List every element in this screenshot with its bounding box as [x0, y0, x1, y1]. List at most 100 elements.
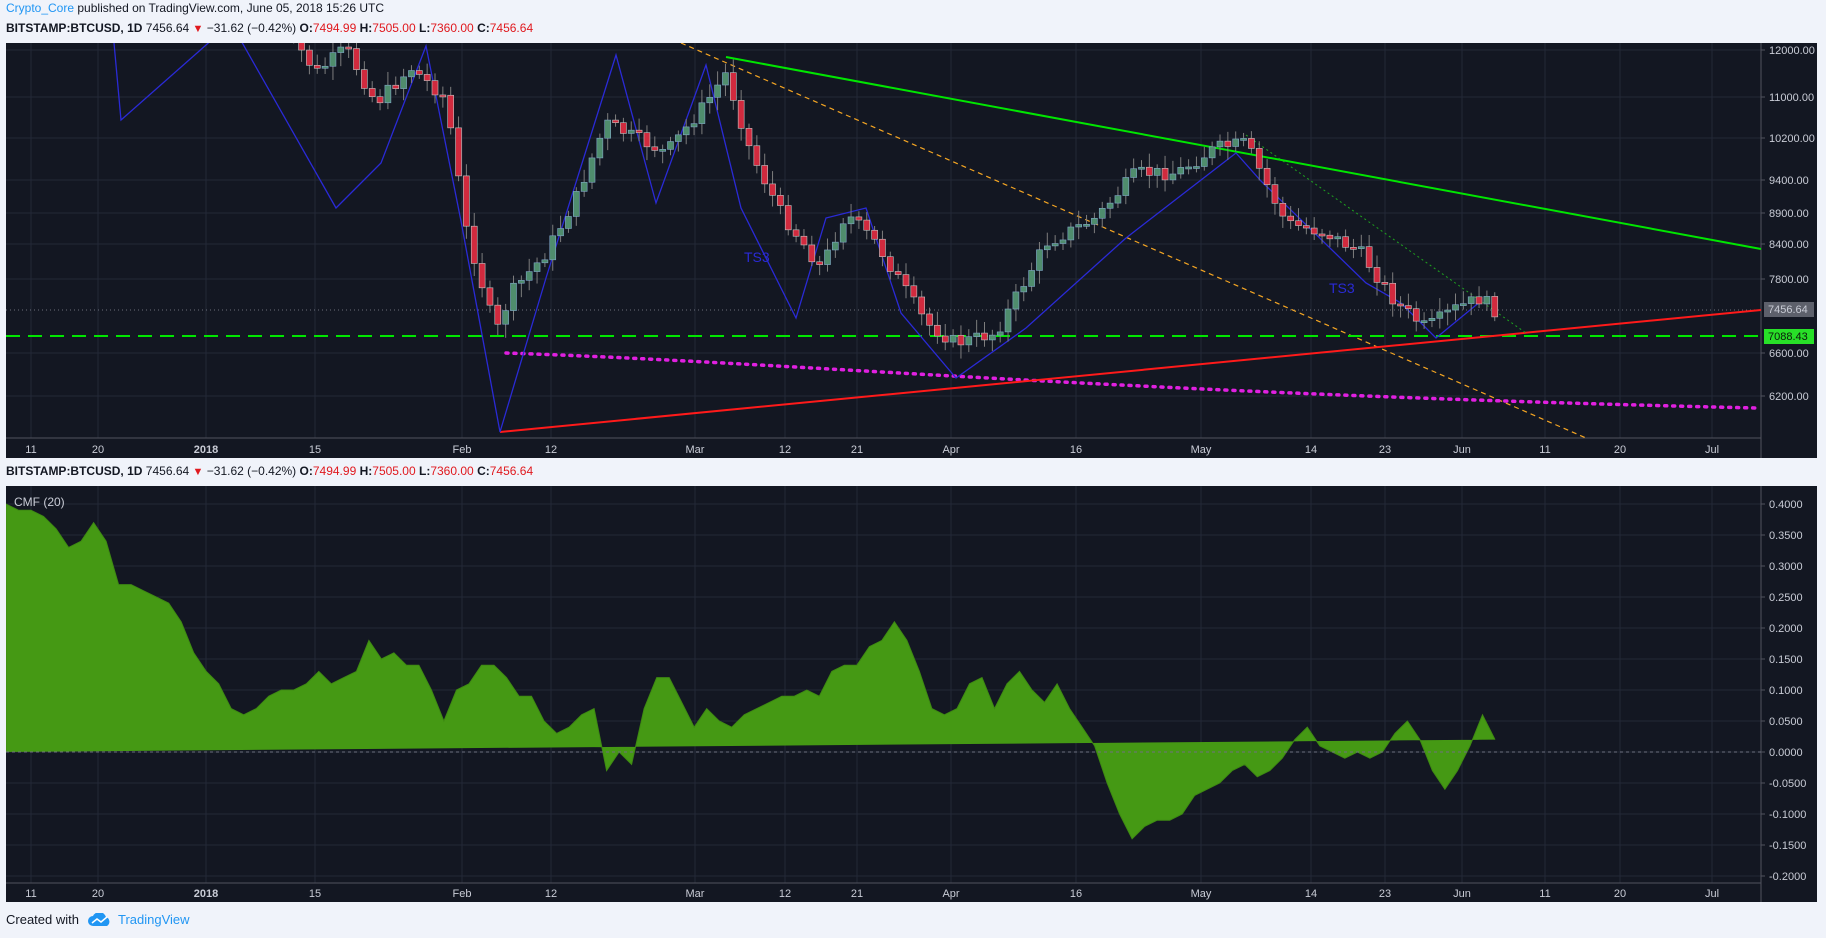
- candle-body: [329, 52, 337, 67]
- cmf-tick-label: 0.4000: [1769, 499, 1803, 511]
- cmf-date-tick-label: 2018: [194, 888, 218, 900]
- candle-body: [949, 334, 957, 343]
- candle-body: [1091, 217, 1098, 225]
- candle-body: [1467, 296, 1475, 304]
- price-chart-panel[interactable]: TS3 TS3 12000.00 11000.00 10200.00 9400.00 890…: [6, 43, 1817, 458]
- candle-body: [1208, 146, 1216, 159]
- cmf-tick-label: 0.2500: [1769, 592, 1803, 604]
- candle-body: [580, 181, 588, 192]
- open-label: O:: [299, 21, 313, 35]
- candle-body: [1122, 177, 1130, 196]
- high-value: 7505.00: [372, 464, 416, 478]
- cmf-tick-label: 0.3000: [1769, 561, 1803, 573]
- cmf-date-tick-label: 23: [1379, 888, 1391, 900]
- candle-body: [1310, 227, 1318, 235]
- candle-body: [1114, 195, 1122, 204]
- candle-body: [306, 49, 313, 66]
- candle-body: [533, 262, 541, 272]
- date-tick-label: 12: [545, 444, 557, 456]
- candle-body: [298, 43, 305, 51]
- candle-body: [894, 271, 902, 275]
- candle-body: [1036, 249, 1043, 271]
- candle-body: [855, 216, 863, 221]
- candle-body: [1350, 247, 1357, 250]
- candle-body: [675, 134, 682, 142]
- candle-body: [1193, 166, 1200, 169]
- candle-body: [1318, 233, 1326, 237]
- price-tick-label: 11000.00: [1769, 92, 1814, 104]
- cmf-date-tick-label: Apr: [942, 888, 959, 900]
- candle-body: [470, 225, 478, 264]
- cmf-date-tick-label: 11: [1539, 888, 1550, 900]
- candle-body: [832, 241, 839, 251]
- created-with-label: Created with: [6, 912, 79, 927]
- candle-body: [1044, 245, 1051, 251]
- candle-body: [989, 334, 996, 341]
- date-tick-label: Jul: [1705, 444, 1719, 456]
- candle-body: [1263, 167, 1271, 185]
- candle-body: [1098, 207, 1106, 219]
- red-support-trendline: [499, 309, 1762, 433]
- candle-body: [565, 216, 572, 229]
- candle-body: [502, 310, 509, 325]
- candle-body: [1020, 286, 1028, 293]
- candle-body: [698, 102, 706, 124]
- footer: Created with TradingView: [6, 912, 190, 927]
- candle-body: [839, 223, 847, 243]
- tradingview-link[interactable]: TradingView: [87, 912, 190, 927]
- orange-dashed-trendline: [680, 43, 1587, 439]
- candle-body: [1059, 239, 1067, 244]
- date-tick-label: 23: [1379, 444, 1391, 456]
- author-name[interactable]: Crypto_Core: [6, 1, 75, 15]
- candlestick-series: [293, 43, 1499, 359]
- price-chart[interactable]: TS3 TS3 12000.00 11000.00 10200.00 9400.00 890…: [6, 43, 1817, 458]
- candle-body: [337, 46, 345, 53]
- candle-body: [1358, 246, 1365, 249]
- candle-body: [321, 65, 329, 69]
- candle-body: [1420, 320, 1428, 323]
- price-tick-label: 7800.00: [1769, 274, 1809, 286]
- low-value: 7360.00: [430, 21, 474, 35]
- candle-body: [415, 70, 423, 75]
- candle-body: [455, 127, 462, 177]
- candle-body: [447, 94, 455, 129]
- candle-body: [761, 165, 769, 185]
- candle-body: [1342, 236, 1349, 248]
- date-tick-label: 20: [1614, 444, 1626, 456]
- candle-body: [1279, 203, 1287, 217]
- candle-body: [510, 282, 517, 311]
- cmf-date-tick-label: 14: [1305, 888, 1317, 900]
- candle-body: [706, 97, 714, 104]
- cmf-tick-label: 0.1500: [1769, 654, 1803, 666]
- candle-body: [400, 76, 407, 89]
- candle-body: [1083, 224, 1090, 227]
- candle-body: [996, 331, 1004, 336]
- candle-body: [722, 72, 729, 86]
- candle-body: [926, 313, 933, 326]
- candle-body: [1224, 140, 1232, 147]
- candle-body: [1373, 267, 1381, 283]
- cmf-chart[interactable]: CMF (20) 0.4000 0.3500 0.3000 0.2500 0.2000 0.…: [6, 486, 1817, 902]
- candle-body: [941, 335, 949, 343]
- candle-body: [957, 334, 965, 346]
- candle-body: [745, 128, 753, 147]
- candle-body: [1412, 308, 1420, 322]
- last-price: 7456.64: [145, 464, 190, 478]
- candle-body: [588, 157, 596, 183]
- candle-body: [863, 219, 871, 231]
- candle-body: [1161, 168, 1169, 181]
- candle-body: [392, 84, 400, 89]
- cmf-tick-label: 0.3500: [1769, 530, 1803, 542]
- candle-body: [659, 149, 666, 152]
- cmf-indicator-panel[interactable]: CMF (20) 0.4000 0.3500 0.3000 0.2500 0.2000 0.…: [6, 486, 1817, 902]
- candle-body: [368, 88, 376, 97]
- candle-body: [1051, 243, 1059, 247]
- candle-body: [1216, 140, 1224, 148]
- wave-zigzag-line: [113, 43, 1482, 433]
- candle-body: [1248, 138, 1255, 149]
- candle-body: [729, 72, 737, 101]
- candle-body: [800, 235, 808, 246]
- cmf-title: CMF (20): [14, 495, 65, 509]
- candle-body: [1334, 236, 1342, 240]
- date-tick-label: May: [1191, 444, 1212, 456]
